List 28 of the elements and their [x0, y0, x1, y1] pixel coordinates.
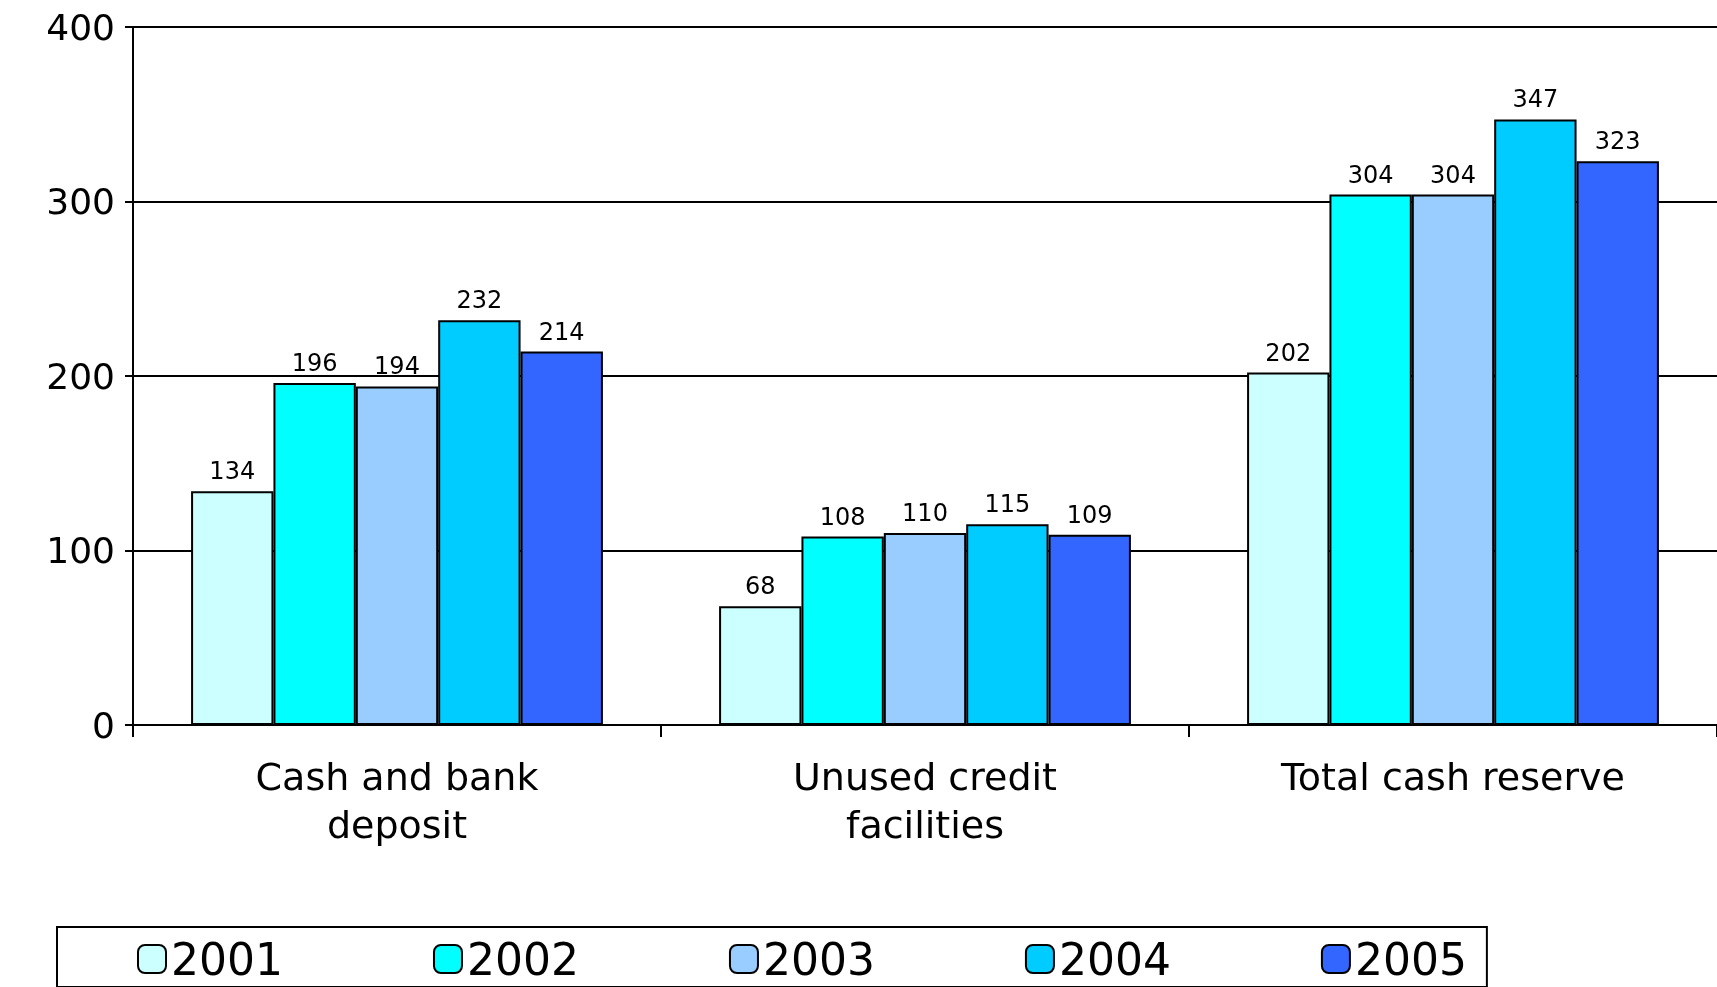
legend-label: 2004	[1058, 933, 1171, 985]
y-tick-label: 300	[46, 181, 115, 222]
data-label: 194	[374, 352, 420, 381]
legend-label: 2002	[466, 933, 579, 985]
data-label: 304	[1347, 160, 1394, 189]
data-label: 109	[1066, 500, 1113, 529]
y-tick-label: 400	[46, 6, 115, 48]
x-tick-label: Cash and bank deposit	[255, 755, 539, 847]
data-label: 196	[291, 348, 338, 377]
data-label: 110	[902, 499, 948, 528]
data-label: 347	[1512, 85, 1559, 114]
x-tick-label: Total cash reserve	[1280, 755, 1625, 799]
data-label: 108	[819, 502, 866, 531]
y-tick-label: 100	[46, 530, 115, 571]
data-label: 68	[744, 572, 776, 601]
x-tick-label: Unused credit facilities	[793, 755, 1057, 847]
data-label: 304	[1430, 160, 1476, 189]
legend-label: 2005	[1354, 933, 1467, 985]
data-label: 214	[538, 317, 585, 346]
y-tick-label: 200	[46, 355, 115, 397]
data-label: 202	[1265, 338, 1312, 367]
data-label: 232	[456, 286, 503, 315]
data-label: 323	[1594, 127, 1641, 156]
legend-label: 2001	[171, 933, 283, 985]
y-tick-label: 0	[92, 704, 115, 746]
legend-label: 2003	[762, 933, 875, 985]
data-label: 134	[209, 457, 256, 486]
data-label: 115	[984, 490, 1031, 519]
